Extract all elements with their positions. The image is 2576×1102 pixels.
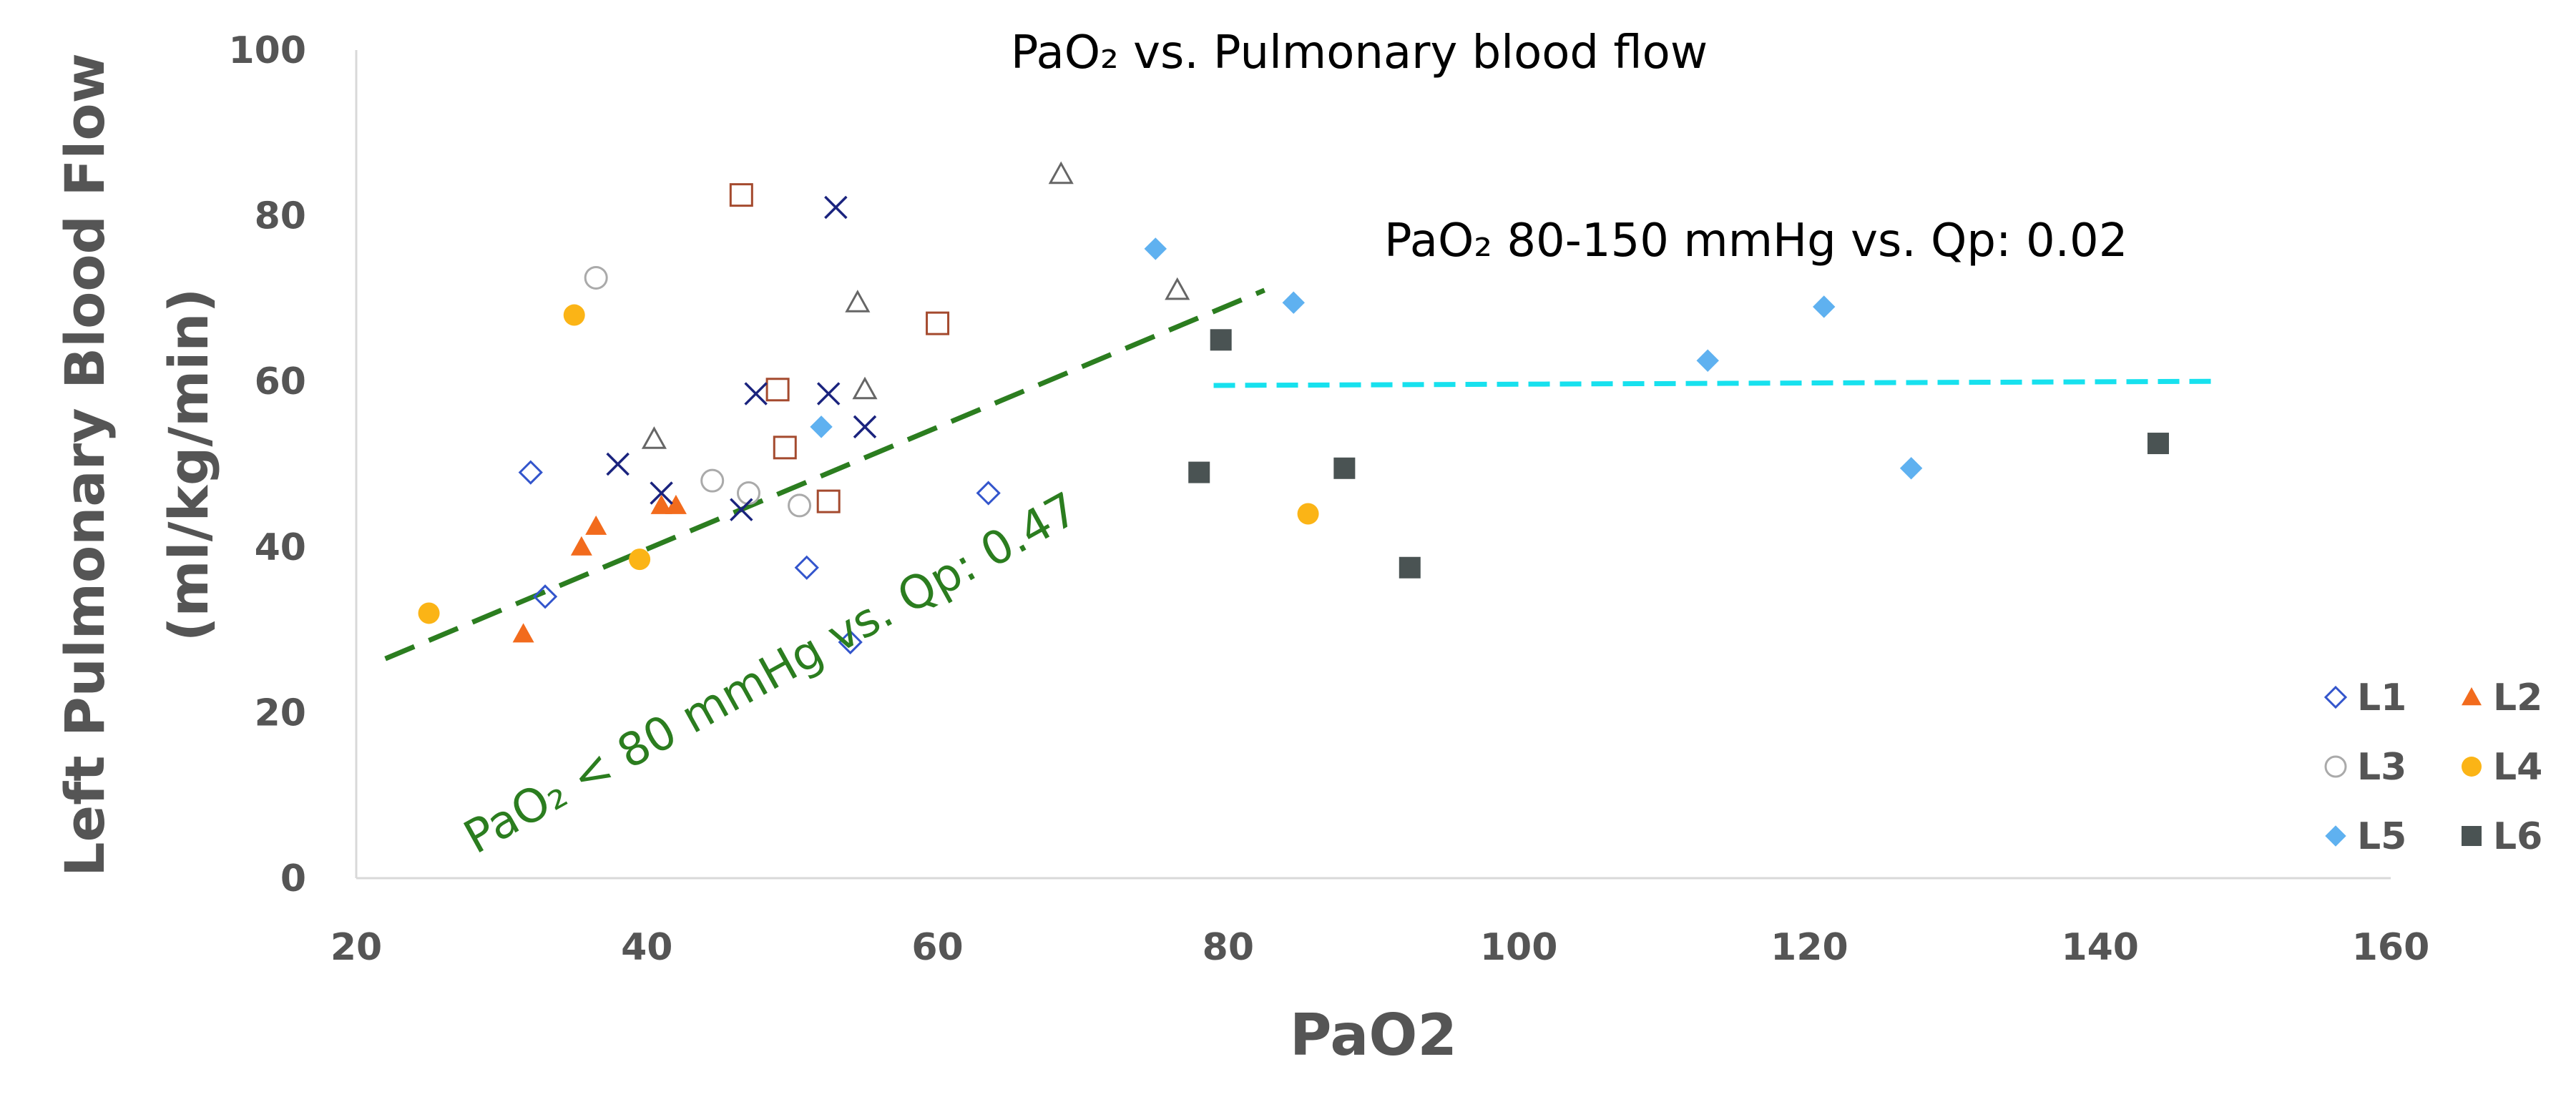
legend-marker-l1 bbox=[2323, 685, 2348, 709]
chart-title: PaO₂ vs. Pulmonary blood flow bbox=[1011, 26, 1708, 79]
y-tick-label: 60 bbox=[255, 360, 306, 403]
legend-label-l6: L6 bbox=[2493, 815, 2542, 858]
legend: L1 L2 L3 L4 L5 L6 bbox=[2323, 677, 2542, 858]
data-point-series-8 bbox=[853, 415, 877, 439]
y-tick-label: 40 bbox=[255, 526, 306, 569]
data-points bbox=[418, 161, 2169, 655]
data-point-l5 bbox=[810, 415, 833, 438]
legend-marker-l2 bbox=[2462, 687, 2482, 706]
data-point-l5 bbox=[1899, 457, 1923, 480]
data-point-l3 bbox=[584, 265, 608, 290]
data-point-l5 bbox=[1696, 349, 1719, 372]
x-tick-label: 140 bbox=[2061, 926, 2139, 969]
trendline-label-high-pao2: PaO₂ 80-150 mmHg vs. Qp: 0.02 bbox=[1384, 215, 2127, 267]
axes bbox=[355, 50, 2391, 880]
legend-label-l4: L4 bbox=[2493, 746, 2542, 789]
y-tick-label: 20 bbox=[255, 692, 306, 734]
data-point-series-7 bbox=[1048, 161, 1074, 185]
x-tick-labels: 20 40 60 80 100 120 140 160 bbox=[330, 926, 2429, 969]
data-point-l2 bbox=[585, 515, 607, 535]
x-tick-label: 40 bbox=[621, 926, 672, 969]
legend-label-l3: L3 bbox=[2357, 746, 2406, 789]
y-axis-title-line2: (ml/kg/min) bbox=[157, 288, 220, 642]
trendline-1 bbox=[1213, 378, 2217, 388]
data-point-l1 bbox=[532, 584, 558, 609]
data-point-l4 bbox=[1297, 503, 1319, 525]
legend-label-l5: L5 bbox=[2357, 815, 2406, 858]
data-point-l3 bbox=[736, 481, 760, 506]
data-point-series-8 bbox=[816, 382, 841, 405]
trendlines bbox=[384, 287, 2217, 661]
data-point-series-8 bbox=[730, 498, 753, 521]
legend-label-l1: L1 bbox=[2357, 677, 2406, 719]
data-point-series-8 bbox=[606, 452, 630, 476]
data-point-series-7 bbox=[641, 426, 667, 449]
legend-marker-l6 bbox=[2462, 826, 2482, 846]
data-point-l6 bbox=[2147, 433, 2169, 455]
legend-marker-l4 bbox=[2462, 757, 2482, 777]
x-tick-label: 160 bbox=[2352, 926, 2430, 969]
x-tick-label: 60 bbox=[911, 926, 963, 969]
data-point-l6 bbox=[1333, 457, 1356, 479]
data-point-l5 bbox=[1144, 237, 1167, 260]
x-axis-title: PaO2 bbox=[1290, 1002, 1457, 1068]
trendline-0 bbox=[384, 287, 1265, 661]
x-tick-label: 120 bbox=[1771, 926, 1848, 969]
data-point-l4 bbox=[563, 304, 585, 326]
y-tick-label: 100 bbox=[228, 29, 306, 72]
x-tick-label: 20 bbox=[330, 926, 382, 969]
data-point-series-6 bbox=[816, 489, 841, 513]
y-axis-title: Left Pulmonary Blood Flow (ml/kg/min) bbox=[53, 53, 220, 877]
legend-marker-l5 bbox=[2325, 825, 2346, 847]
data-point-series-8 bbox=[744, 382, 768, 405]
y-axis-title-line1: Left Pulmonary Blood Flow bbox=[53, 53, 117, 877]
data-point-l2 bbox=[650, 494, 672, 514]
data-point-l5 bbox=[1813, 295, 1836, 318]
y-tick-label: 0 bbox=[280, 857, 306, 900]
data-point-l4 bbox=[629, 548, 651, 571]
data-point-series-7 bbox=[852, 376, 878, 400]
data-point-l6 bbox=[1188, 461, 1210, 483]
data-point-series-6 bbox=[729, 183, 753, 207]
data-point-l1 bbox=[518, 460, 543, 485]
y-tick-labels: 0 20 40 60 80 100 bbox=[228, 29, 306, 900]
data-point-l3 bbox=[700, 468, 725, 493]
data-point-l2 bbox=[512, 623, 534, 643]
y-tick-label: 80 bbox=[255, 195, 306, 238]
data-point-l1 bbox=[794, 555, 819, 580]
data-point-series-8 bbox=[650, 481, 673, 505]
data-point-l6 bbox=[1399, 556, 1421, 579]
data-point-series-6 bbox=[773, 436, 797, 460]
data-point-l2 bbox=[665, 494, 687, 514]
data-point-series-7 bbox=[845, 290, 871, 313]
data-point-series-6 bbox=[765, 378, 790, 402]
x-tick-label: 80 bbox=[1203, 926, 1254, 969]
legend-label-l2: L2 bbox=[2493, 677, 2542, 719]
data-point-l1 bbox=[976, 481, 1001, 506]
data-point-l5 bbox=[1282, 291, 1305, 314]
data-point-l6 bbox=[1210, 329, 1232, 351]
trendline-label-low-pao2: PaO₂ < 80 mmHg vs. Qp: 0.47 bbox=[456, 483, 1087, 865]
data-point-series-8 bbox=[824, 195, 848, 220]
data-point-series-6 bbox=[926, 311, 950, 335]
data-point-series-7 bbox=[1165, 277, 1190, 300]
data-point-l3 bbox=[788, 493, 812, 518]
data-point-l1 bbox=[838, 629, 863, 655]
data-point-l2 bbox=[570, 536, 592, 556]
x-tick-label: 100 bbox=[1480, 926, 1558, 969]
legend-marker-l3 bbox=[2324, 755, 2347, 778]
data-point-l4 bbox=[418, 602, 440, 624]
